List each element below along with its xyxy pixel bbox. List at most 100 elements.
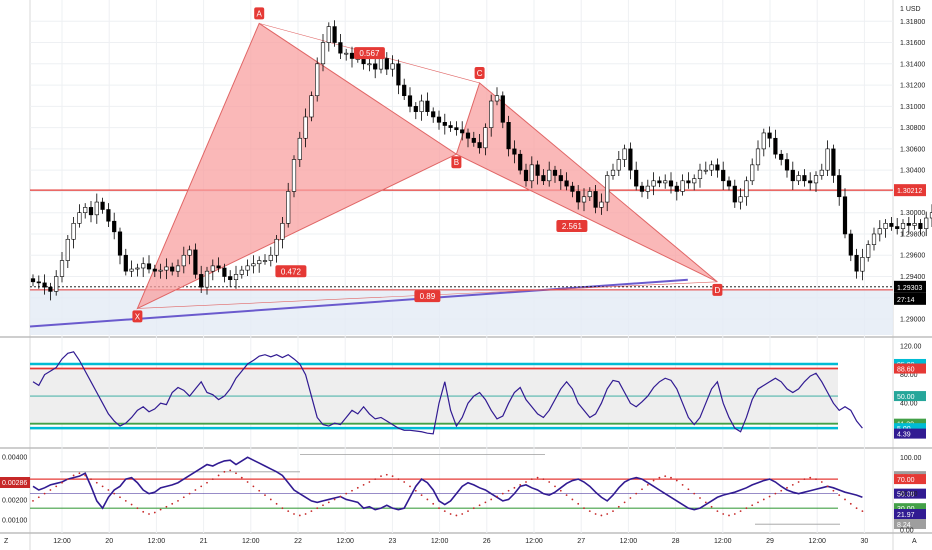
candle-body — [413, 106, 418, 112]
osc2-dot — [449, 513, 452, 515]
candle-body — [30, 278, 36, 283]
oscillator-pane-1[interactable] — [30, 351, 863, 435]
candle-body — [605, 175, 610, 203]
price-pane[interactable]: X A B C D 0.567 0.472 2.561 0.89 — [29, 7, 932, 335]
osc2-dot — [49, 489, 52, 491]
candle-body — [77, 212, 82, 224]
osc2-dot — [171, 502, 174, 505]
osc2-dot — [751, 504, 754, 507]
candle-body — [657, 180, 662, 184]
candle-body — [164, 266, 169, 271]
x-tick-label: 12:00 — [525, 538, 543, 545]
price-tag-text: 1.29303 — [897, 285, 922, 292]
osc2-dot — [165, 505, 168, 508]
candle-body — [622, 148, 627, 160]
candle-body — [483, 127, 488, 149]
osc2-dot — [287, 510, 290, 512]
osc2-dot — [617, 505, 620, 508]
osc2-dot — [345, 492, 348, 495]
candle-body — [320, 42, 326, 65]
price-tag — [894, 184, 926, 197]
candle-body — [877, 228, 882, 235]
pattern-point-b-badge — [451, 156, 462, 169]
candle-body — [529, 164, 534, 182]
osc2-level-tag — [894, 503, 926, 514]
osc2-dot — [809, 476, 812, 479]
countdown-tag-text: 27:14 — [897, 297, 915, 304]
candle-body — [436, 116, 442, 123]
osc2-dot — [148, 513, 150, 515]
candle-body — [36, 281, 41, 284]
candle-body — [146, 263, 152, 270]
osc2-dot — [832, 489, 835, 492]
price-tick-label: 1.29600 — [900, 253, 925, 260]
oscillator-pane-2[interactable] — [30, 453, 864, 525]
candle-body — [732, 185, 737, 203]
price-tick-label: 1.31600 — [900, 40, 925, 47]
osc2-dot — [66, 478, 69, 480]
candle-body — [547, 169, 552, 182]
candle-body — [262, 260, 268, 262]
price-tick-label: 1.31800 — [900, 19, 925, 26]
candle-body — [651, 180, 656, 187]
osc2-dot — [513, 486, 516, 489]
price-tag-text: 1.30212 — [897, 188, 922, 195]
candle-body — [895, 226, 900, 229]
candle-body — [268, 254, 273, 261]
osc2-right-tick-label: 100.00 — [900, 455, 922, 462]
candle-body — [442, 122, 447, 126]
candle-body — [390, 63, 395, 70]
osc2-dot — [728, 514, 730, 517]
x-tick-label: 12:00 — [336, 538, 354, 545]
currency-label: 1 USD — [900, 6, 921, 13]
osc2-dot — [356, 486, 359, 489]
candle-body — [616, 159, 621, 171]
osc2-dot — [670, 476, 672, 479]
osc2-dot — [606, 513, 609, 515]
price-tick-label: 1.30800 — [900, 125, 925, 132]
osc2-dot — [246, 481, 249, 483]
osc2-dot — [484, 501, 487, 504]
osc2-dot — [583, 507, 585, 510]
candle-body — [245, 265, 250, 271]
osc2-dot — [554, 485, 556, 488]
candle-body — [407, 95, 413, 107]
candle-body — [599, 201, 604, 208]
candle-body — [929, 212, 932, 219]
candle-body — [471, 137, 476, 143]
osc2-level-tag-text: 70.00 — [897, 477, 915, 484]
candle-body — [274, 238, 279, 256]
osc2-dot — [635, 492, 638, 495]
x-tick-label: 21 — [200, 538, 208, 545]
osc2-dot — [530, 478, 533, 480]
candle-body — [129, 268, 134, 272]
candle-body — [465, 132, 471, 139]
osc1-level-tag — [894, 391, 926, 402]
osc2-dot — [235, 472, 237, 475]
osc1-tick-label: 40.00 — [900, 401, 918, 408]
candle-body — [48, 286, 53, 292]
candle-body — [738, 196, 743, 203]
candle-body — [854, 254, 859, 272]
candle-body — [257, 260, 262, 265]
osc2-dot — [397, 478, 400, 480]
osc1-line — [32, 351, 863, 435]
candle-body — [477, 142, 482, 149]
osc1-level-tag-text: 88.60 — [897, 367, 915, 374]
osc2-dot — [699, 497, 701, 499]
candle-body — [663, 180, 668, 184]
pattern-point-c-badge — [474, 66, 485, 79]
candle-body — [837, 175, 842, 198]
osc2-level-tag — [894, 509, 926, 520]
candle-body — [889, 223, 894, 227]
x-tick-label: 22 — [294, 538, 302, 545]
candle-body — [94, 201, 99, 216]
osc2-dot — [693, 492, 696, 495]
candle-body — [286, 191, 291, 224]
osc2-dot — [113, 492, 116, 495]
osc2-dot — [55, 485, 58, 488]
osc2-dot — [786, 486, 788, 489]
osc1-tick-label: 120.00 — [900, 344, 922, 351]
